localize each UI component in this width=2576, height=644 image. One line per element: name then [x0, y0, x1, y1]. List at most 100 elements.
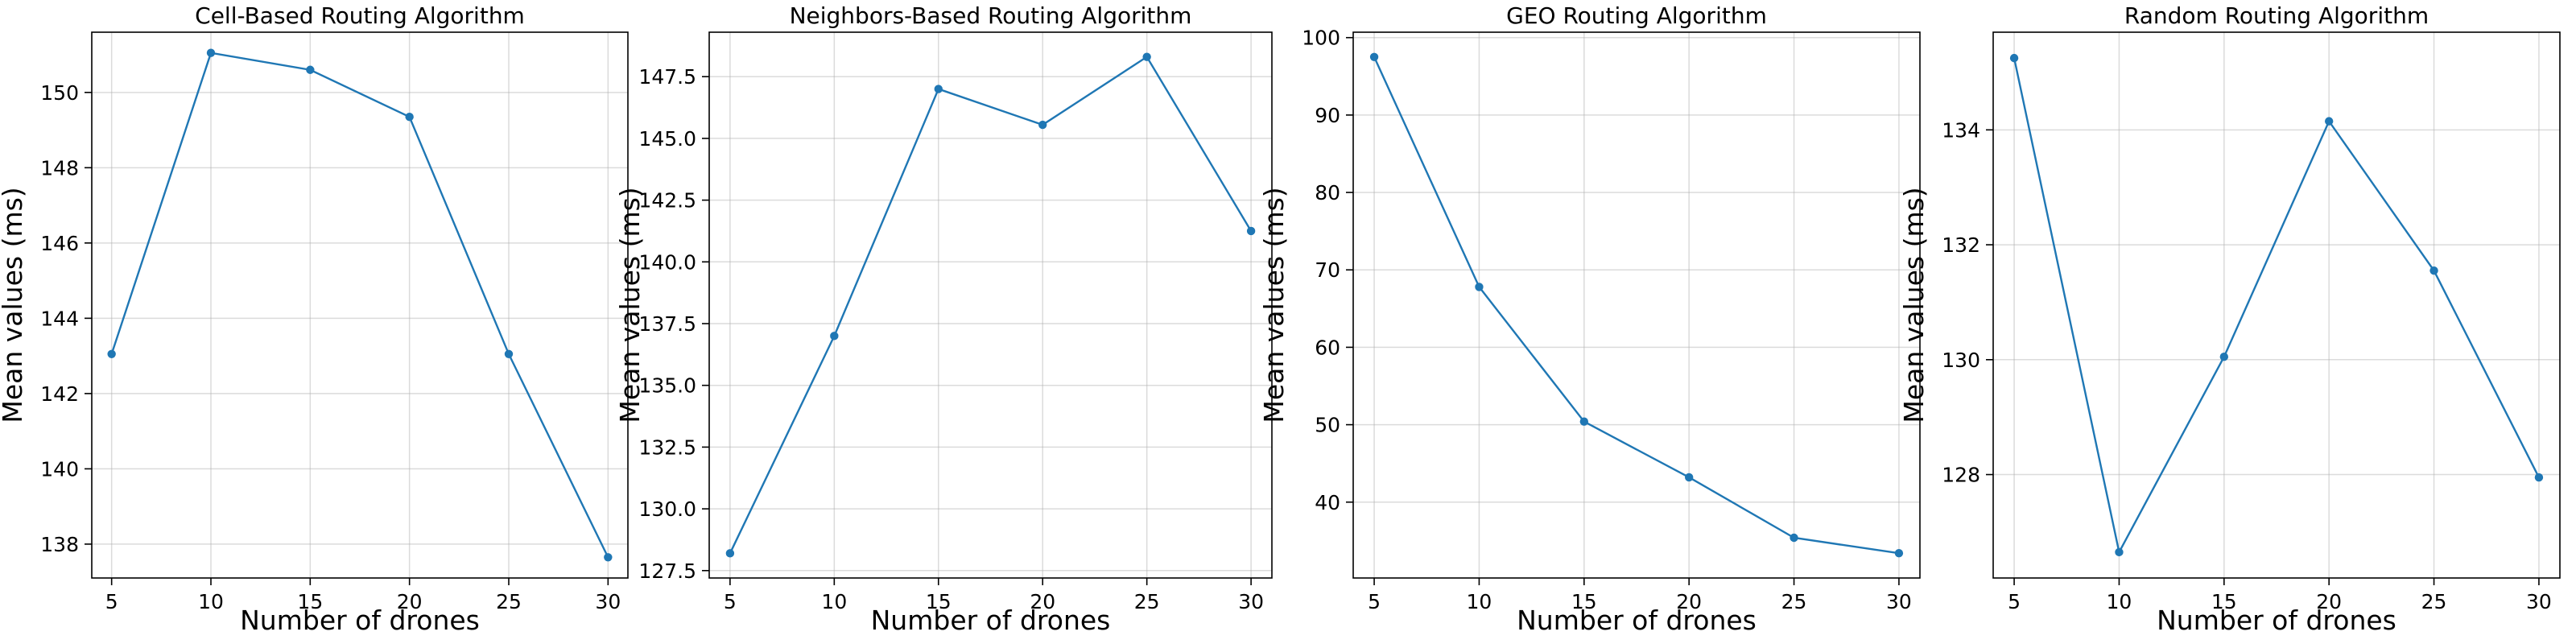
- x-tick-label: 10: [198, 590, 224, 613]
- data-point: [1142, 52, 1151, 61]
- y-tick-label: 135.0: [638, 374, 696, 398]
- y-tick-label: 50: [1315, 414, 1340, 437]
- data-point: [206, 48, 216, 57]
- chart-panel-4: 5 10 15 20 25 30 128 130 132 134 Random Routing Al…: [1898, 2, 2561, 636]
- x-tick-label: 25: [1781, 590, 1807, 613]
- y-tick-label: 147.5: [638, 65, 696, 89]
- x-tick-label: 15: [1571, 590, 1597, 613]
- data-point: [1038, 120, 1047, 130]
- data-point: [1790, 533, 1798, 543]
- y-tick-label: 80: [1315, 181, 1340, 204]
- y-tick-label: 132: [1942, 233, 1980, 257]
- x-tick-label: 10: [821, 590, 847, 613]
- y-tick-label: 145.0: [638, 127, 696, 151]
- y-tick-label: 140: [40, 457, 79, 481]
- y-tick-label: 127.5: [638, 559, 696, 583]
- data-point: [504, 349, 514, 358]
- x-tick-label: 5: [105, 590, 118, 613]
- y-tick-label: 140.0: [638, 250, 696, 274]
- data-point: [1475, 283, 1484, 291]
- series-line: [729, 55, 1253, 554]
- x-axis-label: Number of drones: [871, 605, 1111, 636]
- y-tick-label: 132.5: [638, 436, 696, 459]
- y-tick-label: 40: [1315, 491, 1340, 514]
- data-point: [2219, 353, 2229, 361]
- y-axis-label: Mean values (ms): [1258, 187, 1290, 423]
- x-axis-label: Number of drones: [2157, 605, 2396, 636]
- data-point: [1246, 226, 1256, 236]
- y-tick-label: 130.0: [638, 497, 696, 521]
- axes-frame: [1352, 31, 1921, 579]
- data-point: [604, 553, 613, 562]
- y-tick-label: 144: [40, 307, 79, 330]
- data-point: [1369, 52, 1379, 61]
- y-tick-label: 60: [1315, 336, 1340, 359]
- data-point: [2009, 53, 2019, 63]
- x-tick-label: 10: [1467, 590, 1492, 613]
- x-tick-label: 20: [397, 590, 423, 613]
- x-tick-label: 20: [2316, 590, 2342, 613]
- y-axis-label: Mean values (ms): [614, 187, 646, 423]
- data-point: [306, 65, 315, 74]
- y-tick-label: 146: [40, 232, 79, 255]
- y-axis-label: Mean values (ms): [1898, 187, 1930, 423]
- data-point: [405, 113, 414, 122]
- x-tick-label: 30: [1886, 590, 1912, 613]
- data-point: [1579, 417, 1589, 426]
- data-point: [725, 549, 735, 558]
- axes-frame: [708, 31, 1273, 579]
- y-tick-label: 138: [40, 533, 79, 556]
- y-tick-label: 90: [1315, 104, 1340, 127]
- data-point: [1684, 473, 1694, 482]
- x-tick-label: 25: [2421, 590, 2447, 613]
- chart-title: GEO Routing Algorithm: [1506, 2, 1767, 29]
- series-line: [1373, 56, 1900, 555]
- x-tick-label: 15: [2211, 590, 2237, 613]
- chart-title: Neighbors-Based Routing Algorithm: [790, 2, 1192, 29]
- x-tick-label: 20: [1030, 590, 1055, 613]
- y-tick-label: 142.5: [638, 189, 696, 213]
- data-point: [2324, 117, 2334, 126]
- chart-panel-2: 5 10 15 20 25 30 127.5 130.0 132.5 135.0 137.5 140.…: [614, 2, 1273, 636]
- x-tick-label: 15: [297, 590, 323, 613]
- y-tick-label: 134: [1942, 118, 1980, 142]
- x-axis-label: Number of drones: [1517, 605, 1757, 636]
- data-point: [2429, 266, 2438, 275]
- x-axis-label: Number of drones: [240, 605, 480, 636]
- chart-panel-3: 5 10 15 20 25 30 40 50 60 70 80 90 100 GEO Routing Al…: [1258, 2, 1921, 636]
- x-tick-label: 30: [595, 590, 621, 613]
- data-point: [2534, 473, 2544, 482]
- x-tick-label: 10: [2107, 590, 2132, 613]
- y-axis-label: Mean values (ms): [0, 187, 28, 423]
- y-tick-label: 128: [1942, 464, 1980, 487]
- data-point: [1894, 549, 1904, 558]
- data-point: [2115, 547, 2124, 557]
- x-tick-label: 25: [1134, 590, 1160, 613]
- y-tick-label: 142: [40, 382, 79, 406]
- y-tick-label: 148: [40, 156, 79, 180]
- series-line: [110, 52, 609, 558]
- x-tick-label: 5: [724, 590, 737, 613]
- data-point: [830, 332, 839, 341]
- x-tick-label: 5: [2008, 590, 2021, 613]
- x-tick-label: 25: [496, 590, 522, 613]
- series-line: [2013, 57, 2540, 555]
- x-tick-label: 20: [1676, 590, 1702, 613]
- y-tick-label: 70: [1315, 258, 1340, 282]
- chart-panel-1: 5 10 15 20 25 30 138 140 142 144 146 148 150 Cell-Bas…: [0, 2, 629, 636]
- data-point: [934, 85, 943, 93]
- chart-title: Random Routing Algorithm: [2124, 2, 2429, 29]
- x-tick-label: 15: [926, 590, 952, 613]
- x-tick-label: 30: [2526, 590, 2552, 613]
- y-tick-label: 150: [40, 81, 79, 105]
- x-tick-label: 30: [1238, 590, 1264, 613]
- y-tick-label: 130: [1942, 349, 1980, 372]
- data-point: [107, 349, 116, 358]
- chart-title: Cell-Based Routing Algorithm: [195, 2, 525, 29]
- y-tick-label: 137.5: [638, 312, 696, 336]
- axes-frame: [91, 31, 629, 579]
- y-tick-label: 100: [1302, 27, 1340, 50]
- x-tick-label: 5: [1368, 590, 1381, 613]
- axes-frame: [1992, 31, 2561, 579]
